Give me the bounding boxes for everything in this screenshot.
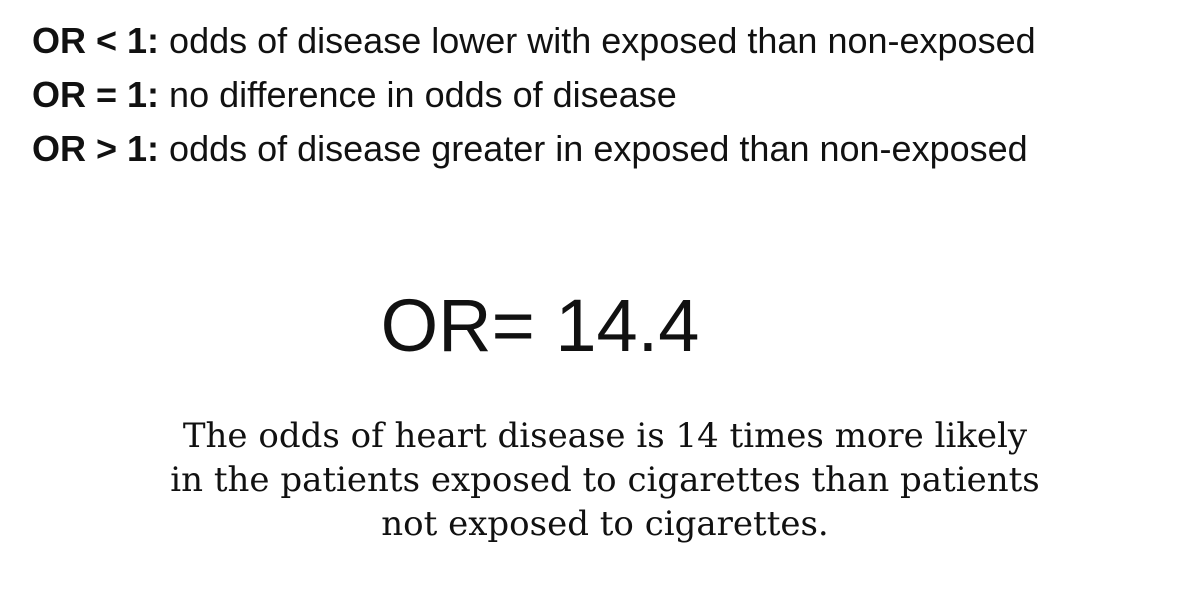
rule-label: OR < 1: — [32, 20, 160, 61]
interpretation-line: in the patients exposed to cigarettes th… — [170, 460, 1040, 500]
interpretation-line: not exposed to cigarettes. — [381, 504, 829, 544]
interpretation-line: The odds of heart disease is 14 times mo… — [182, 416, 1028, 456]
interpretation-text: The odds of heart disease is 14 times mo… — [0, 414, 1190, 546]
rule-label: OR = 1: — [32, 74, 160, 115]
rule-or-greater-than-1: OR > 1: odds of disease greater in expos… — [32, 122, 1036, 176]
rule-text: odds of disease greater in exposed than … — [159, 128, 1028, 169]
rule-text: odds of disease lower with exposed than … — [159, 20, 1036, 61]
odds-ratio-rules: OR < 1: odds of disease lower with expos… — [32, 14, 1036, 176]
rule-or-less-than-1: OR < 1: odds of disease lower with expos… — [32, 14, 1036, 68]
odds-ratio-value: OR= 14.4 — [380, 284, 700, 367]
rule-or-equal-1: OR = 1: no difference in odds of disease — [32, 68, 1036, 122]
rule-label: OR > 1: — [32, 128, 160, 169]
rule-text: no difference in odds of disease — [159, 74, 677, 115]
